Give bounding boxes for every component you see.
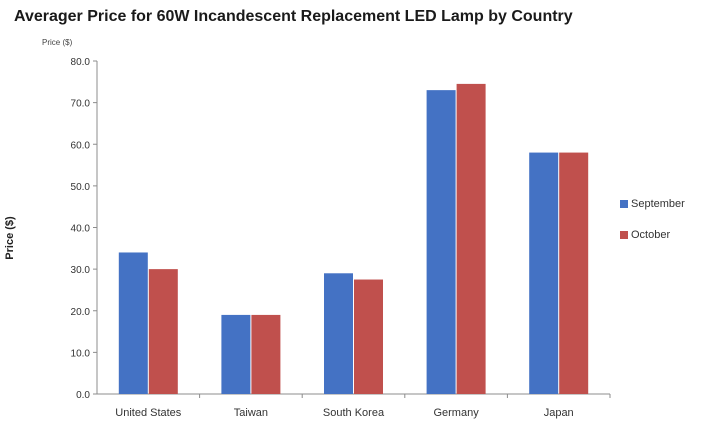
y-tick-label: 60.0 <box>71 140 91 151</box>
y-tick-label: 30.0 <box>71 265 91 276</box>
bar-september-south-korea <box>324 273 353 394</box>
y-tick-label: 80.0 <box>71 57 91 68</box>
bar-september-taiwan <box>221 314 251 394</box>
legend-item-october: October <box>620 227 685 243</box>
bar-october-japan <box>559 152 589 394</box>
bar-september-japan <box>529 152 559 394</box>
legend-swatch-september <box>620 200 628 208</box>
y-tick-label: 10.0 <box>71 348 91 359</box>
legend-label-september: September <box>631 198 685 210</box>
legend-swatch-october <box>620 231 628 239</box>
bar-october-taiwan <box>251 314 281 394</box>
y-tick-label: 0.0 <box>76 390 90 401</box>
bar-october-south-korea <box>354 279 383 394</box>
chart-title: Averager Price for 60W Incandescent Repl… <box>14 8 573 25</box>
legend-label-october: October <box>631 229 671 241</box>
y-tick-label: 40.0 <box>71 224 91 235</box>
bar-october-germany <box>456 83 486 395</box>
x-tick-label: United States <box>115 407 182 419</box>
bar-september-germany <box>426 90 456 394</box>
units-note: Price ($) <box>42 38 73 47</box>
x-tick-label: South Korea <box>323 407 385 419</box>
legend-item-september: September <box>620 196 685 212</box>
bar-september-united-states <box>118 252 148 394</box>
y-tick-label: 70.0 <box>71 99 91 110</box>
legend: September October <box>620 196 685 258</box>
y-tick-label: 50.0 <box>71 182 91 193</box>
x-tick-label: Taiwan <box>234 407 268 419</box>
x-tick-label: Germany <box>433 407 479 419</box>
x-tick-label: Japan <box>544 407 574 419</box>
bar-october-united-states <box>148 269 178 394</box>
y-tick-label: 20.0 <box>71 307 91 318</box>
